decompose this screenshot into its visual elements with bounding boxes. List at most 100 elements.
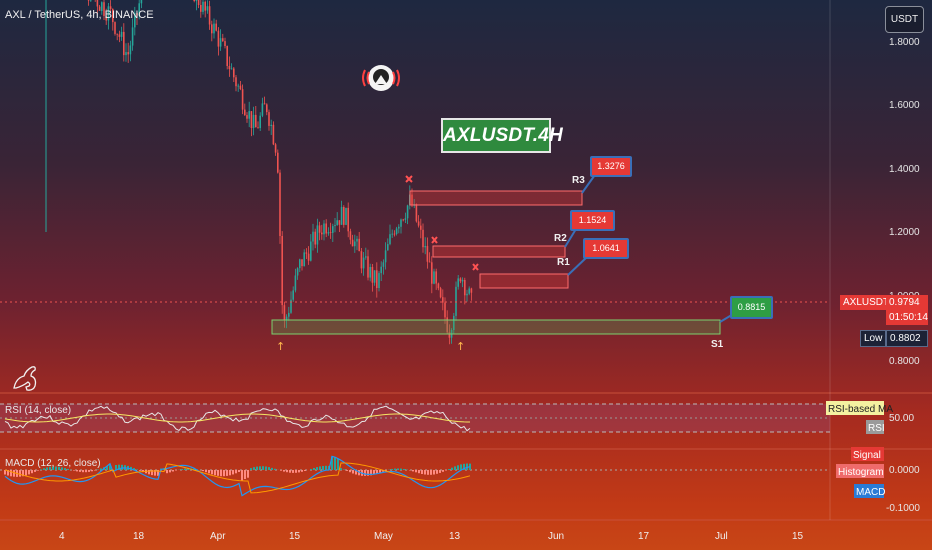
- macd-histogram-bar: [67, 468, 69, 470]
- macd-histogram-bar: [442, 470, 444, 472]
- macd-histogram-bar: [376, 470, 378, 474]
- macd-histogram-bar: [331, 456, 333, 470]
- candle-body: [299, 259, 301, 269]
- macd-histogram-bar: [4, 470, 6, 475]
- candle-body: [470, 288, 473, 293]
- macd-histogram-bar: [223, 470, 225, 477]
- macd-histogram-bar: [301, 470, 303, 472]
- macd-histogram-bar: [31, 470, 33, 474]
- macd-histogram-bar: [334, 457, 336, 470]
- macd-histogram-bar: [169, 470, 171, 473]
- macd-histogram-bar: [364, 470, 366, 476]
- macd-histogram-bar: [280, 470, 282, 471]
- candle-body: [101, 2, 103, 12]
- candle-body: [464, 280, 466, 296]
- candle-body: [263, 103, 266, 105]
- candles: [45, 0, 473, 345]
- candle-body: [310, 241, 312, 261]
- candle-body: [389, 234, 391, 245]
- candle-body: [453, 315, 455, 330]
- symbol-header[interactable]: AXL / TetherUS, 4h, BINANCE: [5, 9, 154, 21]
- candle-body: [270, 124, 272, 126]
- macd-histogram-bar: [319, 466, 321, 470]
- candle-body: [466, 293, 468, 296]
- candle-body: [437, 283, 440, 289]
- macd-histogram-bar: [118, 464, 120, 470]
- macd-histogram-bar: [82, 470, 84, 473]
- candle-body: [411, 194, 413, 206]
- candle-body: [351, 239, 354, 247]
- candle-body: [420, 225, 422, 230]
- rsi-title[interactable]: RSI (14, close): [5, 405, 72, 416]
- macd-histogram-bar: [358, 470, 360, 476]
- macd-axis-top: 0.0000: [889, 465, 920, 476]
- candle-body: [288, 312, 290, 317]
- signal-line: [4, 462, 471, 494]
- macd-line: [4, 455, 471, 497]
- macd-histogram-bar: [391, 469, 393, 470]
- price-tick: 1.2000: [889, 227, 920, 238]
- candle-body: [235, 77, 237, 87]
- candle-body: [138, 3, 140, 16]
- title-badge: AXLUSDT.4H: [441, 118, 563, 153]
- time-tick: 4: [59, 531, 65, 542]
- candle-body: [140, 0, 143, 4]
- down-arrow-marker: [472, 263, 479, 271]
- candle-body: [349, 231, 352, 240]
- s1-price-tag: 0.8815: [730, 296, 773, 319]
- candle-body: [246, 115, 248, 119]
- macd-histogram-bar: [229, 470, 231, 476]
- histogram-legend-bg: [836, 464, 884, 478]
- candle-body: [448, 332, 451, 338]
- candle-body: [422, 229, 424, 248]
- candle-body: [294, 275, 297, 291]
- candle-body: [395, 228, 398, 234]
- macd-histogram-bar: [115, 465, 117, 470]
- macd-title[interactable]: MACD (12, 26, close): [5, 458, 101, 469]
- candle-body: [444, 302, 446, 318]
- macd-histogram-bar: [448, 469, 450, 470]
- candle-body: [459, 278, 462, 282]
- low-value: 0.8802: [886, 330, 928, 347]
- macd-histogram-bar: [286, 470, 288, 473]
- macd-histogram-bar: [19, 470, 21, 477]
- last-price-countdown: 01:50:14: [886, 310, 928, 325]
- candle-body: [217, 30, 220, 47]
- macd-histogram-bar: [370, 470, 372, 476]
- rsi-ma-line: [4, 413, 470, 423]
- currency-button[interactable]: USDT: [885, 6, 924, 33]
- macd-histogram-bar: [250, 468, 252, 470]
- candle-body: [404, 218, 407, 220]
- candle-body: [252, 114, 255, 128]
- macd-histogram-bar: [136, 469, 138, 470]
- macd-histogram-bar: [187, 468, 189, 470]
- candle-body: [380, 266, 382, 274]
- candle-body: [455, 286, 457, 316]
- candle-body: [365, 256, 367, 258]
- macd-histogram-bar: [154, 470, 156, 476]
- macd-histogram-bar: [25, 470, 27, 476]
- macd-histogram-bar: [139, 470, 141, 471]
- low-label: Low: [860, 330, 887, 347]
- candle-body: [446, 317, 448, 333]
- candle-body: [314, 231, 316, 245]
- candle-body: [136, 13, 138, 16]
- candle-body: [105, 16, 107, 21]
- candle-body: [334, 225, 336, 227]
- price-tick: 1.8000: [889, 37, 920, 48]
- macd-histogram-bar: [43, 468, 45, 470]
- candle-body: [318, 225, 321, 233]
- macd-histogram-bar: [208, 470, 210, 474]
- macd-histogram-bar: [337, 458, 339, 470]
- candle-body: [206, 6, 209, 11]
- candle-body: [391, 233, 393, 235]
- macd-histogram-bar: [343, 469, 345, 470]
- macd-histogram-bar: [367, 470, 369, 476]
- candle-body: [290, 299, 292, 313]
- macd-histogram-bar: [133, 468, 135, 470]
- candle-body: [367, 256, 369, 278]
- r3-label: R3: [572, 175, 585, 186]
- macd-histogram-bar: [412, 470, 414, 472]
- candle-body: [373, 270, 376, 283]
- tradingview-logo-icon: [13, 366, 37, 391]
